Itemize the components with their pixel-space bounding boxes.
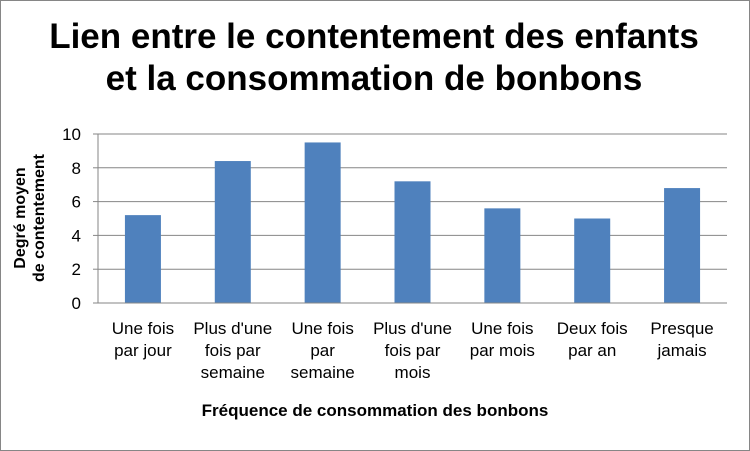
x-tick-label-line: par [310, 341, 335, 360]
x-tick-label-line: Presque [650, 319, 713, 338]
y-tick-label: 2 [72, 260, 81, 279]
x-tick-label-line: Une fois [291, 319, 353, 338]
bar [304, 142, 341, 303]
chart-title: Lien entre le contentement des enfants e… [0, 16, 748, 100]
bar [574, 218, 611, 303]
bar [664, 188, 701, 303]
x-tick-label: Presque jamais [650, 319, 713, 360]
x-tick-label-line: jamais [657, 341, 707, 360]
x-tick-label: Plus d'une fois par mois [373, 319, 452, 382]
x-tick-label-line: semaine [291, 363, 355, 382]
x-tick-label-line: par an [568, 341, 616, 360]
y-tick-label: 4 [72, 226, 81, 245]
x-tick-label: Une fois par jour [112, 319, 174, 360]
bar [394, 181, 431, 303]
x-tick-label: Une fois par mois [470, 319, 535, 360]
bar [214, 161, 251, 303]
bar [484, 208, 521, 303]
y-tick-label: 0 [72, 294, 81, 313]
y-tick-label: 10 [62, 125, 81, 144]
x-tick-label-line: fois par [385, 341, 441, 360]
x-tick-label-line: Une fois [112, 319, 174, 338]
y-tick-label: 6 [72, 193, 81, 212]
y-tick-label: 8 [72, 159, 81, 178]
x-tick-label-line: semaine [201, 363, 265, 382]
x-tick-label-line: par jour [114, 341, 172, 360]
x-tick-label-line: fois par [205, 341, 261, 360]
chart-title-line-1: Lien entre le contentement des enfants [49, 17, 699, 56]
x-tick-label-line: par mois [470, 341, 535, 360]
x-axis-title: Fréquence de consommation des bonbons [201, 401, 549, 420]
x-tick-label: Plus d'une fois par semaine [193, 319, 272, 382]
x-tick-label-line: Plus d'une [373, 319, 452, 338]
x-tick-label: Deux fois par an [557, 319, 628, 360]
x-tick-label: Une fois par semaine [291, 319, 355, 382]
x-tick-label-line: Plus d'une [193, 319, 272, 338]
bar [124, 215, 161, 303]
x-tick-label-line: Une fois [471, 319, 533, 338]
x-tick-label-line: mois [395, 363, 431, 382]
chart-title-line-2: et la consommation de bonbons [105, 59, 643, 98]
x-tick-label-line: Deux fois [557, 319, 628, 338]
